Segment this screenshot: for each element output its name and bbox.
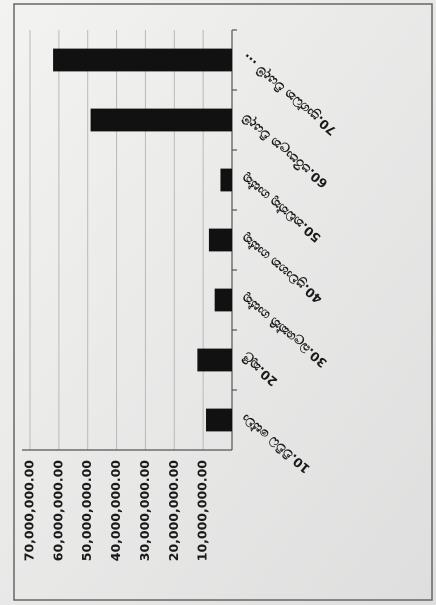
- y-tick-label: 20,000,000.00: [166, 460, 181, 562]
- bar: [197, 348, 232, 372]
- bar: [214, 288, 232, 312]
- y-tick-label: 10,000,000.00: [195, 460, 210, 562]
- bar: [53, 48, 233, 72]
- y-tick-label: 30,000,000.00: [137, 460, 152, 562]
- y-tick-label: 70,000,000.00: [22, 460, 37, 562]
- bar: [206, 408, 232, 432]
- y-tick-label: 60,000,000.00: [50, 460, 65, 562]
- frame: [13, 3, 433, 601]
- bar: [90, 108, 232, 132]
- y-tick-label: 40,000,000.00: [108, 460, 123, 562]
- y-tick-label: 50,000,000.00: [79, 460, 94, 562]
- bar: [220, 168, 232, 192]
- bar: [208, 228, 233, 252]
